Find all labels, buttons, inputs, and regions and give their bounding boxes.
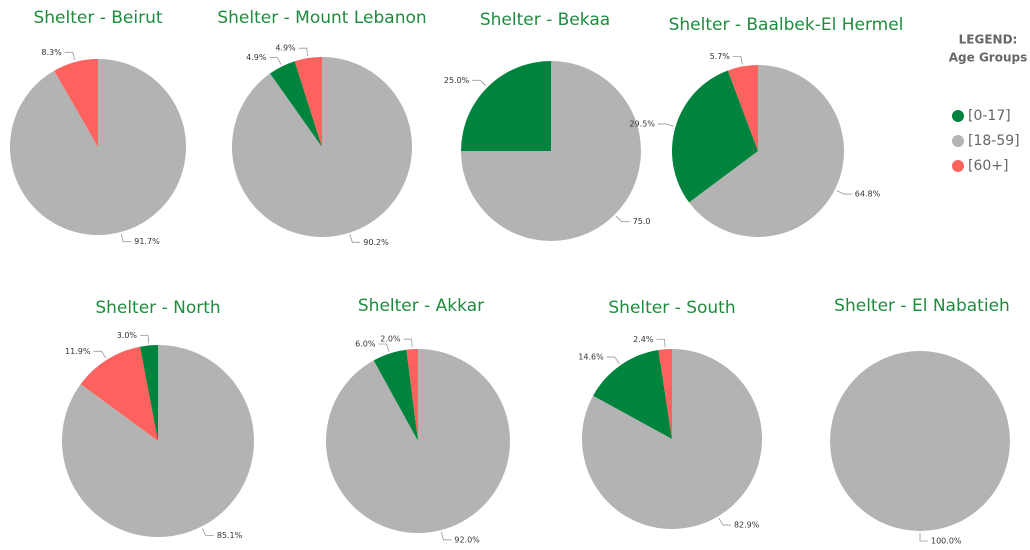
leader-line bbox=[201, 528, 214, 536]
leader-line bbox=[657, 123, 674, 127]
data-label: 14.6% bbox=[578, 353, 604, 362]
leader-line bbox=[349, 234, 361, 243]
legend-label: [60+] bbox=[968, 158, 1008, 174]
legend-title: LEGEND: bbox=[959, 33, 1018, 47]
legend-label: [18-59] bbox=[968, 133, 1020, 149]
pie-slice bbox=[270, 61, 322, 148]
leader-line bbox=[472, 79, 487, 87]
data-label: 6.0% bbox=[355, 339, 376, 348]
leader-line bbox=[378, 343, 390, 352]
data-label: 29.5% bbox=[629, 119, 655, 128]
data-label: 2.0% bbox=[380, 335, 401, 344]
data-label: 5.7% bbox=[710, 52, 731, 61]
pie-slice bbox=[62, 345, 255, 537]
leader-line bbox=[269, 57, 282, 65]
pie-slice bbox=[294, 57, 322, 147]
data-label: 11.9% bbox=[65, 347, 91, 356]
data-label: 100.0% bbox=[931, 537, 962, 546]
legend-subtitle: Age Groups bbox=[949, 51, 1027, 65]
pie-slice bbox=[326, 349, 511, 533]
data-label: 4.9% bbox=[275, 44, 296, 53]
chart-title: Shelter - Beirut bbox=[33, 8, 162, 28]
leader-line bbox=[606, 356, 620, 364]
pie-slice bbox=[140, 345, 158, 441]
pie-slice bbox=[689, 65, 844, 237]
leader-line bbox=[440, 531, 452, 541]
leader-line bbox=[140, 335, 150, 344]
leader-line bbox=[64, 51, 76, 61]
legend-swatch bbox=[952, 160, 964, 172]
pie-slice bbox=[373, 349, 418, 441]
data-label: 92.0% bbox=[454, 535, 480, 544]
leader-line bbox=[656, 338, 666, 348]
leader-line bbox=[732, 56, 743, 65]
leader-line bbox=[615, 215, 630, 223]
data-label: 64.8% bbox=[855, 190, 881, 199]
chart-title: Shelter - Baalbek-El Hermel bbox=[669, 15, 904, 35]
pie-slice bbox=[9, 59, 186, 235]
chart-title: Shelter - South bbox=[608, 298, 735, 318]
data-label: 2.4% bbox=[633, 335, 654, 344]
pie-slice bbox=[80, 346, 158, 441]
leader-line bbox=[93, 350, 107, 359]
leader-line bbox=[836, 190, 852, 195]
pie-slice bbox=[406, 349, 418, 441]
chart-title: Shelter - Bekaa bbox=[480, 10, 610, 30]
legend-swatch bbox=[952, 110, 964, 122]
data-label: 75.0 bbox=[633, 217, 651, 226]
data-label: 25.0% bbox=[444, 76, 470, 85]
data-label: 3.0% bbox=[117, 331, 138, 340]
pie-slice bbox=[727, 65, 758, 151]
chart-title: Shelter - Akkar bbox=[358, 296, 484, 316]
leader-line bbox=[718, 517, 731, 526]
pie-slice bbox=[658, 349, 672, 439]
legend-swatch bbox=[952, 135, 964, 147]
leader-line bbox=[120, 233, 132, 243]
leader-line bbox=[298, 47, 309, 57]
chart-title: Shelter - Mount Lebanon bbox=[217, 8, 426, 28]
pie-slice bbox=[672, 70, 758, 203]
legend-label: [0-17] bbox=[968, 108, 1011, 124]
pie-slice bbox=[54, 59, 98, 147]
data-label: 8.3% bbox=[41, 48, 62, 57]
data-label: 91.7% bbox=[134, 237, 160, 246]
pie-slice bbox=[830, 351, 1010, 531]
data-label: 90.2% bbox=[363, 238, 389, 247]
pie-slice bbox=[593, 350, 672, 439]
chart-title: Shelter - El Nabatieh bbox=[834, 296, 1010, 316]
data-label: 82.9% bbox=[734, 521, 760, 530]
leader-line bbox=[919, 533, 928, 542]
data-label: 4.9% bbox=[246, 53, 267, 62]
data-label: 85.1% bbox=[217, 531, 243, 540]
leader-line bbox=[403, 338, 413, 348]
chart-title: Shelter - North bbox=[95, 298, 220, 318]
pie-slice bbox=[461, 61, 551, 151]
